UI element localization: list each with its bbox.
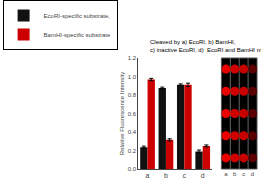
svg-text:c: c [242, 171, 245, 177]
svg-text:b: b [233, 171, 237, 177]
svg-text:c: c [183, 172, 187, 179]
svg-text:d: d [201, 172, 205, 179]
svg-text:BamHI-specific substrate: BamHI-specific substrate [44, 32, 111, 38]
svg-text:0.6: 0.6 [128, 111, 137, 117]
svg-text:Relative Fluorescence Intensit: Relative Fluorescence Intensity [119, 72, 125, 155]
svg-text:EcoRI-specific substrate,: EcoRI-specific substrate, [44, 13, 111, 19]
svg-text:1.0: 1.0 [128, 74, 137, 80]
svg-text:Cleaved by a) EcoRI, b) BamHI,: Cleaved by a) EcoRI, b) BamHI,c) inactiv… [150, 39, 261, 53]
svg-text:b: b [164, 172, 168, 179]
svg-text:a: a [224, 171, 228, 177]
svg-text:a: a [146, 172, 150, 179]
svg-text:1.2: 1.2 [128, 55, 137, 61]
svg-text:0.4: 0.4 [128, 129, 137, 135]
svg-text:0.2: 0.2 [128, 148, 137, 154]
svg-text:d: d [251, 171, 254, 177]
svg-text:0.8: 0.8 [128, 92, 137, 98]
svg-text:0.0: 0.0 [128, 166, 137, 172]
